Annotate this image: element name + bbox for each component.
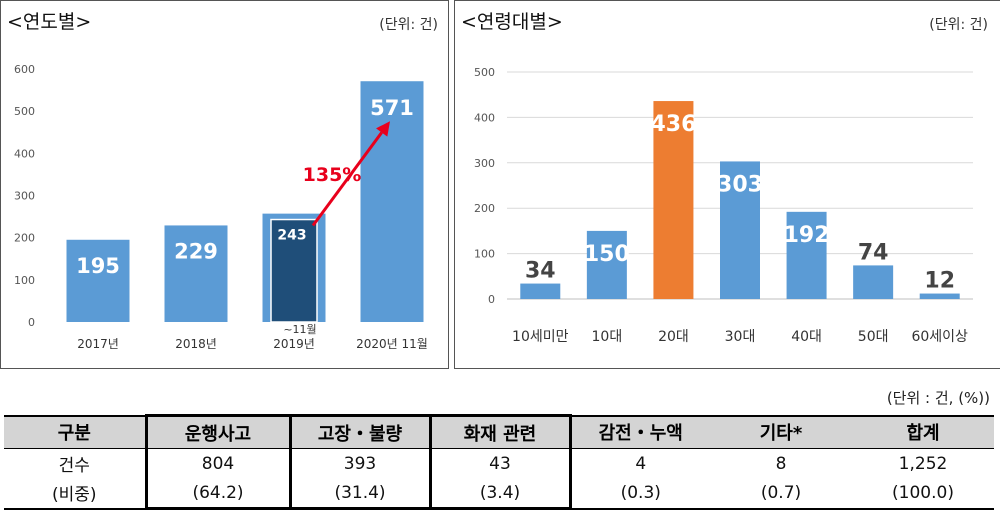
data-label: 74: [858, 240, 889, 265]
age-chart-unit: (단위: 건): [929, 17, 988, 33]
yearly-chart-panel: <연도별> (단위: 건) 0 100 200 300 400 500 600 2017년 19…: [0, 0, 449, 369]
y-tick-label: 400: [474, 111, 495, 124]
x-tick-label: 2017년: [77, 337, 119, 351]
x-tick-label: 40대: [791, 329, 822, 345]
x-tick-label: 10세미만: [512, 329, 569, 345]
bar: [786, 211, 827, 299]
bar: [653, 101, 694, 299]
inset-bar-label: ~11월: [283, 323, 316, 336]
growth-annotation: 135%: [303, 164, 362, 186]
table-cell: (0.3): [570, 478, 710, 510]
table-row-counts: 건수 804 393 43 4 8 1,252: [4, 448, 994, 478]
table-cell: 43: [428, 448, 572, 478]
y-tick-label: 400: [14, 147, 35, 160]
y-tick-label: 600: [14, 63, 35, 76]
table-cell: (31.4): [288, 478, 432, 510]
bar: [520, 283, 561, 299]
data-label: 192: [784, 223, 830, 248]
table-header-cell: 합계: [852, 414, 994, 449]
table-header-cell: 화재 관련: [428, 414, 572, 449]
growth-arrow: [311, 131, 383, 227]
y-tick-label: 0: [28, 316, 35, 329]
bar: [720, 161, 760, 299]
data-label: 436: [650, 112, 696, 137]
table-cell: 1,252: [898, 453, 948, 474]
age-chart-panel: <연령대별> (단위: 건) 0 100 200 300 400 500 10세미만 34 10…: [454, 0, 1000, 369]
bar: [360, 81, 424, 322]
table-cell: (0.7): [710, 478, 852, 510]
y-tick-label: 500: [474, 66, 495, 79]
table-cell: 4: [635, 453, 647, 474]
table-header-row: 구분 운행사고 고장・불량 화재 관련 감전・누액 기타* 합계: [4, 414, 994, 449]
y-tick-label: 100: [474, 248, 495, 261]
data-label: 229: [174, 239, 218, 263]
yearly-chart-title: <연도별>: [7, 11, 92, 33]
data-label: 34: [525, 259, 556, 284]
data-label: 12: [924, 269, 955, 294]
table-cell: 804: [144, 448, 292, 478]
table-cell: 건수: [58, 456, 90, 476]
table-header-cell: 감전・누액: [570, 414, 710, 449]
x-tick-label: 2019년: [273, 337, 315, 351]
bar: [853, 265, 894, 299]
table-header-cell: 고장・불량: [288, 414, 432, 449]
data-label: 195: [76, 254, 120, 278]
y-tick-label: 100: [14, 274, 35, 287]
yearly-bar-chart: 0 100 200 300 400 500 600 2017년 195 2018년 229 2019년…: [14, 63, 428, 351]
age-chart-title: <연령대별>: [461, 11, 563, 33]
y-tick-label: 500: [14, 105, 35, 118]
yearly-chart-unit: (단위: 건): [379, 17, 438, 33]
bar: [919, 293, 960, 299]
y-tick-label: 0: [488, 293, 495, 306]
table-header-cell: 구분: [4, 414, 146, 449]
accident-summary-table: 구분 운행사고 고장・불량 화재 관련 감전・누액 기타* 합계 건수 804 …: [4, 414, 994, 510]
table-unit-note: (단위 : 건, (%)): [886, 389, 990, 407]
bar: [164, 225, 228, 322]
x-tick-label: 10대: [592, 329, 623, 345]
table-cell: (100.0): [852, 478, 994, 510]
table-cell: 393: [288, 448, 432, 478]
bar: [66, 239, 130, 322]
inset-data-label: 243: [277, 228, 306, 244]
table-cell: (64.2): [144, 478, 292, 510]
data-label: 303: [717, 172, 763, 197]
y-tick-label: 200: [14, 232, 35, 245]
bar: [586, 230, 627, 299]
table-cell: (비중): [4, 478, 146, 510]
x-tick-label: 30대: [725, 329, 756, 345]
growth-arrowhead: [376, 121, 390, 137]
table-row-ratios: (비중) (64.2) (31.4) (3.4) (0.3) (0.7) (10…: [4, 478, 994, 510]
y-tick-label: 200: [474, 202, 495, 215]
x-tick-label: 20대: [658, 329, 689, 345]
table-header-cell: 운행사고: [144, 414, 292, 449]
table-cell: (3.4): [428, 478, 572, 510]
data-label: 571: [370, 96, 414, 120]
x-tick-label: 2018년: [175, 337, 217, 351]
x-tick-label: 60세이상: [911, 329, 968, 345]
y-tick-label: 300: [14, 190, 35, 203]
table-cell: 8: [775, 453, 787, 474]
y-tick-label: 300: [474, 157, 495, 170]
x-tick-label: 50대: [858, 329, 889, 345]
x-tick-label: 2020년 11월: [356, 337, 428, 351]
age-bar-chart: 0 100 200 300 400 500 10세미만 34 10대 150 20대 436 30대 30…: [474, 66, 973, 345]
inset-bar: [270, 218, 318, 323]
table-header-cell: 기타*: [710, 414, 852, 449]
data-label: 150: [584, 242, 630, 267]
